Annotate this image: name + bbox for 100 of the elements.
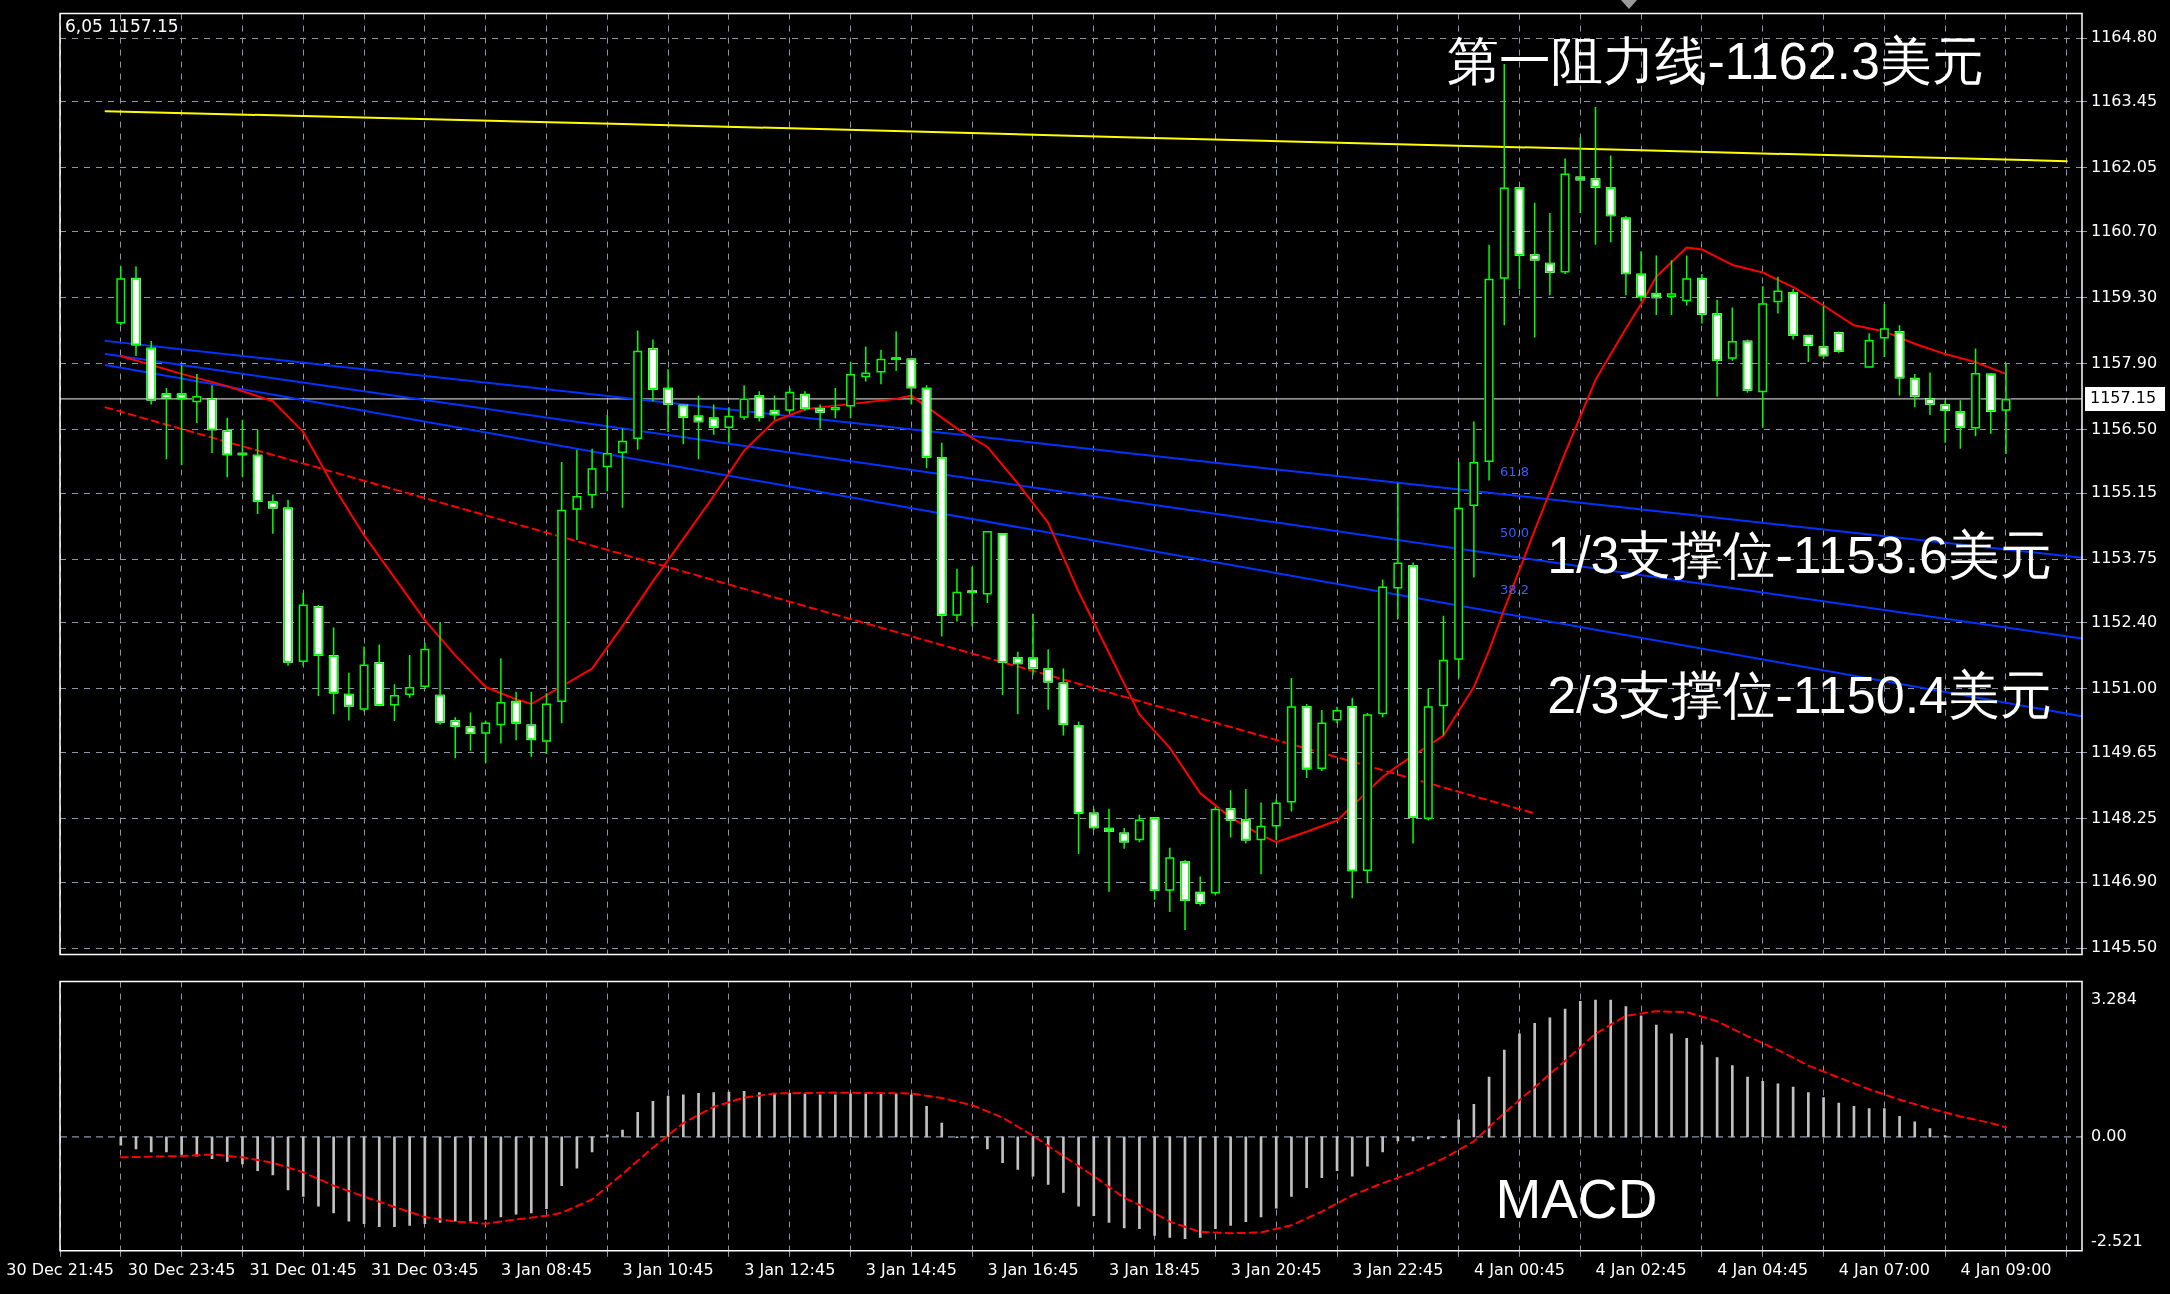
y-tick-label: -2.521 [2091, 1231, 2143, 1251]
x-tick-label: 30 Dec 21:45 [6, 1259, 114, 1279]
bar [712, 1092, 716, 1138]
x-tick-label: 3 Jan 14:45 [865, 1259, 957, 1279]
bar [332, 1136, 335, 1214]
bar [180, 1136, 183, 1155]
bar [165, 1136, 168, 1153]
bar [1366, 1136, 1369, 1167]
bar [1198, 1136, 1202, 1238]
bar [834, 1094, 837, 1138]
y-tick-label: 3.284 [2091, 988, 2137, 1008]
x-tick-label: 3 Jan 20:45 [1230, 1259, 1322, 1279]
bar [849, 1093, 852, 1138]
bar [1381, 1136, 1384, 1153]
bar [1670, 1033, 1673, 1138]
bar [1229, 1136, 1232, 1226]
bar [317, 1136, 320, 1207]
bar [773, 1093, 776, 1138]
bar [1807, 1092, 1810, 1138]
x-tick-label: 30 Dec 23:45 [127, 1259, 236, 1279]
bar [1016, 1136, 1020, 1170]
x-tick-label: 31 Dec 01:45 [249, 1259, 358, 1279]
y-tick-label: 1156.50 [2091, 418, 2158, 438]
x-tick-label: 3 Jan 12:45 [744, 1259, 836, 1279]
bar [1350, 1136, 1354, 1177]
bar [1077, 1136, 1080, 1207]
y-tick-label: 1148.25 [2091, 807, 2158, 827]
bar [1883, 1108, 1886, 1138]
bar [621, 1129, 624, 1138]
bar [545, 1136, 548, 1209]
y-tick-label: 1152.40 [2091, 612, 2158, 632]
bar [393, 1136, 396, 1227]
bar [469, 1136, 472, 1222]
bar [1502, 1049, 1506, 1138]
y-tick-label: 1160.70 [2091, 220, 2158, 240]
bar [864, 1093, 868, 1138]
bar [529, 1136, 533, 1214]
x-tick-label: 4 Jan 09:00 [1960, 1259, 2052, 1279]
bar [986, 1136, 989, 1150]
bar [940, 1122, 944, 1138]
bar [758, 1092, 761, 1138]
y-tick-label: 1146.90 [2091, 871, 2158, 891]
bar [225, 1136, 229, 1162]
x-tick-label: 3 Jan 22:45 [1352, 1259, 1444, 1279]
x-tick-label: 4 Jan 07:00 [1838, 1259, 1930, 1279]
bar [560, 1136, 564, 1187]
chart-title: 6,05 1157.15 [65, 15, 179, 36]
bar [697, 1093, 700, 1138]
bar [1092, 1136, 1096, 1217]
y-tick-label: 1164.80 [2091, 27, 2158, 47]
x-tick-label: 3 Jan 18:45 [1109, 1259, 1201, 1279]
y-tick-label: 1149.65 [2091, 741, 2158, 761]
bar [1609, 999, 1613, 1138]
y-tick-label: 1157.90 [2091, 352, 2158, 372]
bar [408, 1136, 411, 1226]
annotation: 61.8 [1500, 464, 1529, 480]
bar [1654, 1024, 1658, 1138]
annotation: 50.0 [1500, 525, 1529, 541]
x-tick-label: 31 Dec 03:45 [371, 1259, 479, 1279]
bar [1001, 1136, 1004, 1164]
bar [1274, 1136, 1278, 1209]
bar [1822, 1097, 1825, 1138]
bar [788, 1093, 792, 1138]
bar [1898, 1116, 1901, 1138]
bar [195, 1136, 199, 1157]
x-tick-label: 3 Jan 08:45 [500, 1259, 593, 1279]
x-tick-label: 4 Jan 00:45 [1473, 1259, 1566, 1279]
bar [119, 1136, 123, 1146]
bar [1533, 1023, 1537, 1138]
bar [1837, 1102, 1841, 1138]
bar [453, 1136, 457, 1222]
bar [1305, 1136, 1308, 1189]
bar [636, 1111, 640, 1138]
y-tick-label: 1163.45 [2091, 90, 2158, 110]
bar [1518, 1033, 1521, 1138]
text: MACD [1495, 1167, 1658, 1230]
bar [1290, 1136, 1293, 1197]
x-tick-label: 4 Jan 04:45 [1717, 1259, 1809, 1279]
bar [241, 1136, 244, 1165]
y-tick-label: 1151.00 [2091, 678, 2158, 698]
x-tick-label: 3 Jan 10:45 [622, 1259, 714, 1279]
bar [925, 1106, 928, 1138]
y-tick-label: 1155.15 [2091, 482, 2158, 502]
bar [1685, 1038, 1689, 1138]
bar [605, 1134, 609, 1138]
bar [256, 1136, 259, 1171]
bar [1761, 1081, 1765, 1138]
bar [1168, 1136, 1172, 1238]
ref-line-label: 1157.15 [2090, 388, 2157, 408]
bar [1457, 1119, 1461, 1138]
bar [1122, 1136, 1126, 1229]
x-tick-label: 3 Jan 16:45 [987, 1259, 1079, 1279]
bar [1746, 1076, 1749, 1138]
annotation: 第一阻力线-1162.3美元 [1447, 31, 1984, 90]
bar [377, 1136, 381, 1227]
bar [681, 1094, 685, 1138]
y-tick-label: 1159.30 [2091, 286, 2158, 306]
bar [484, 1136, 488, 1220]
bar [910, 1094, 913, 1138]
bar [1578, 1000, 1582, 1138]
